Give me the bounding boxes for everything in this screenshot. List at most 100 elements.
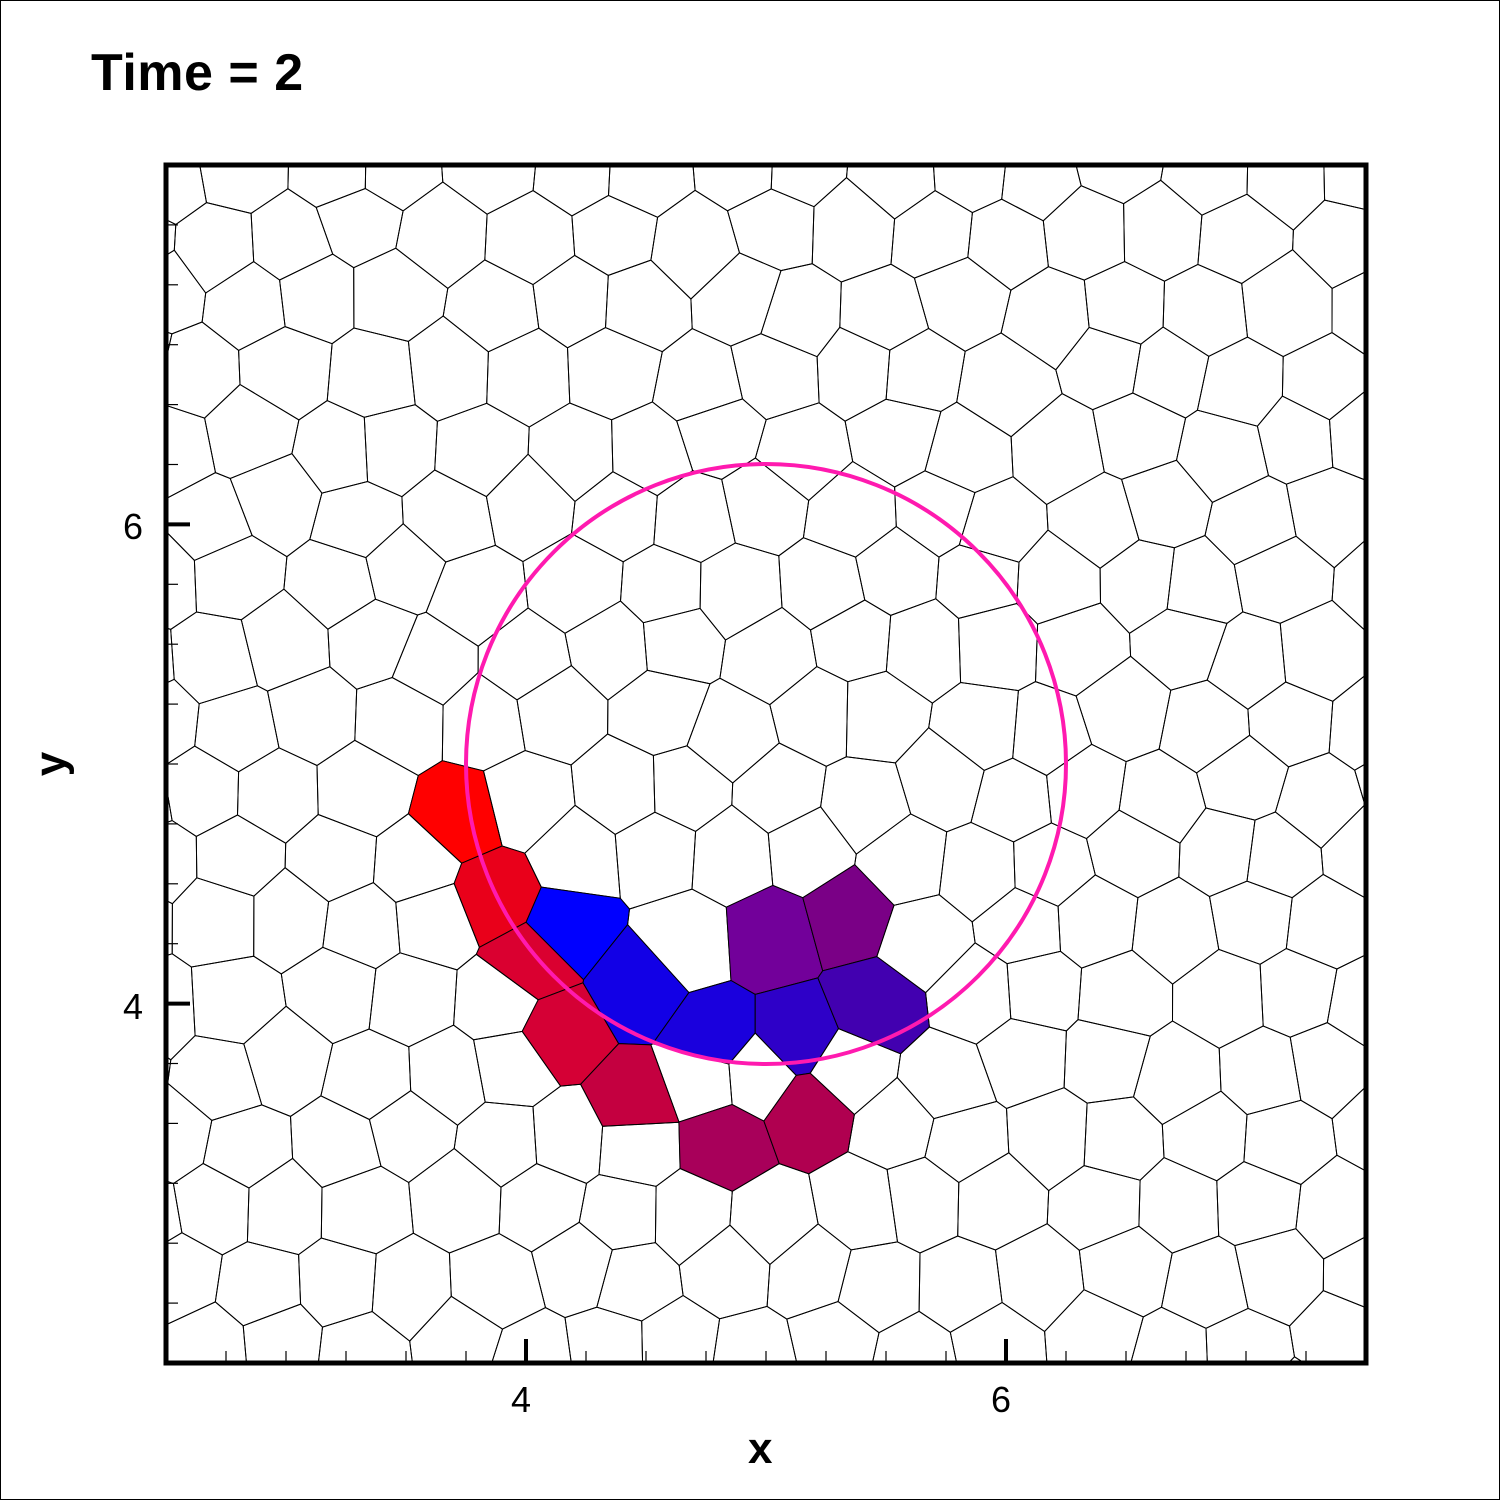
mesh-cell <box>1075 165 1164 205</box>
mesh-cell <box>309 480 404 559</box>
mesh-cell <box>527 1364 609 1455</box>
mesh-cell <box>1449 723 1500 852</box>
mesh-cell <box>719 606 818 706</box>
mesh-cell <box>1175 15 1252 68</box>
mesh-cell <box>599 15 690 72</box>
mesh-cell <box>808 1151 899 1251</box>
mesh-cell <box>1006 950 1083 1032</box>
mesh-cell <box>1233 535 1335 624</box>
mesh-cell <box>240 588 331 692</box>
mesh-cell <box>1448 873 1500 985</box>
mesh-cell <box>484 190 576 286</box>
mesh-cell <box>1259 947 1338 1038</box>
mesh-cell <box>885 598 962 704</box>
mesh-cell <box>1175 1380 1264 1463</box>
mesh-cell <box>918 1235 1003 1333</box>
mesh-cell <box>1408 1237 1500 1325</box>
mesh-cell <box>1373 47 1448 148</box>
mesh-cell <box>968 29 1051 133</box>
mesh-cell <box>522 533 624 634</box>
mesh-cell <box>847 15 931 63</box>
mesh-cell <box>166 219 177 256</box>
mesh-cell <box>280 946 377 1045</box>
mesh-cell <box>1099 539 1175 634</box>
mesh-cell <box>1081 1375 1177 1463</box>
mesh-cell <box>442 259 540 353</box>
mesh-cell <box>1408 670 1500 762</box>
mesh-cell <box>498 1163 588 1253</box>
mesh-cell <box>760 263 842 358</box>
mesh-cell <box>279 253 355 345</box>
mesh-cell <box>1371 1303 1444 1397</box>
mesh-cell <box>1287 1356 1306 1363</box>
mesh-cell <box>1130 1306 1208 1363</box>
mesh-cell <box>726 188 815 272</box>
mesh-cell <box>845 165 936 220</box>
mesh-cell <box>930 15 1016 70</box>
mesh-cell <box>166 899 173 957</box>
mesh-cell <box>885 327 966 413</box>
mesh-cell <box>721 457 810 557</box>
mesh-cell <box>320 1028 412 1121</box>
mesh-cell <box>491 1440 581 1500</box>
mesh-cell <box>1396 1373 1500 1467</box>
mesh-cell <box>16 968 53 1046</box>
mesh-cell <box>1044 1289 1144 1363</box>
mesh-cell <box>171 877 255 968</box>
mesh-cell <box>641 1294 721 1363</box>
mesh-cell <box>1118 748 1207 844</box>
mesh-cell <box>1246 165 1326 231</box>
mesh-cell <box>477 607 572 701</box>
mesh-layer <box>16 15 1500 1500</box>
mesh-cell <box>957 1152 1050 1251</box>
mesh-cell <box>58 814 129 902</box>
mesh-cell <box>195 814 287 897</box>
mesh-cell <box>611 401 694 497</box>
mesh-cell <box>1083 261 1166 345</box>
mesh-cell <box>1196 336 1284 427</box>
mesh-cell <box>486 327 571 428</box>
mesh-cell <box>754 402 854 502</box>
mesh-cell <box>1459 1155 1500 1271</box>
mesh-cell <box>199 165 289 214</box>
mesh-cell <box>1205 1307 1296 1363</box>
mesh-cell <box>365 523 447 616</box>
mesh-cell <box>76 463 163 553</box>
mesh-cell <box>353 247 449 342</box>
mesh-cell <box>1092 392 1187 480</box>
mesh-cell <box>1405 805 1500 900</box>
mesh-cell <box>570 471 658 563</box>
mesh-cell <box>928 681 1019 771</box>
mesh-cell <box>1201 1446 1285 1500</box>
mesh-cell <box>1377 1025 1465 1118</box>
mesh-cell <box>532 254 609 349</box>
mesh-cell <box>527 402 614 503</box>
mesh-cell <box>1444 1299 1500 1411</box>
mesh-cell <box>956 1362 957 1363</box>
boundary-circle <box>464 462 1068 1066</box>
mesh-cell <box>573 49 651 136</box>
mesh-cell <box>16 1162 87 1265</box>
mesh-cell <box>786 1300 880 1363</box>
mesh-cell <box>16 1099 48 1173</box>
colored-mesh-cell <box>763 1072 855 1175</box>
mesh-cell <box>847 1076 935 1171</box>
mesh-cell <box>532 165 611 217</box>
mesh-cell <box>1131 876 1220 985</box>
mesh-cell <box>1057 874 1139 969</box>
mesh-cell <box>1292 199 1366 290</box>
mesh-cell <box>690 15 776 81</box>
mesh-cell <box>16 325 87 415</box>
mesh-cell <box>166 404 217 500</box>
mesh-cell <box>1016 529 1102 625</box>
mesh-cell <box>1416 1104 1500 1188</box>
mesh-cell <box>1001 165 1082 222</box>
mesh-cell <box>607 669 711 757</box>
mesh-cell <box>820 756 912 855</box>
mesh-cell <box>425 544 529 647</box>
mesh-cell <box>16 1448 90 1500</box>
mesh-cell <box>490 46 577 142</box>
mesh-cell <box>368 952 458 1048</box>
mesh-cell <box>994 1223 1085 1333</box>
mesh-cell <box>1132 326 1210 419</box>
